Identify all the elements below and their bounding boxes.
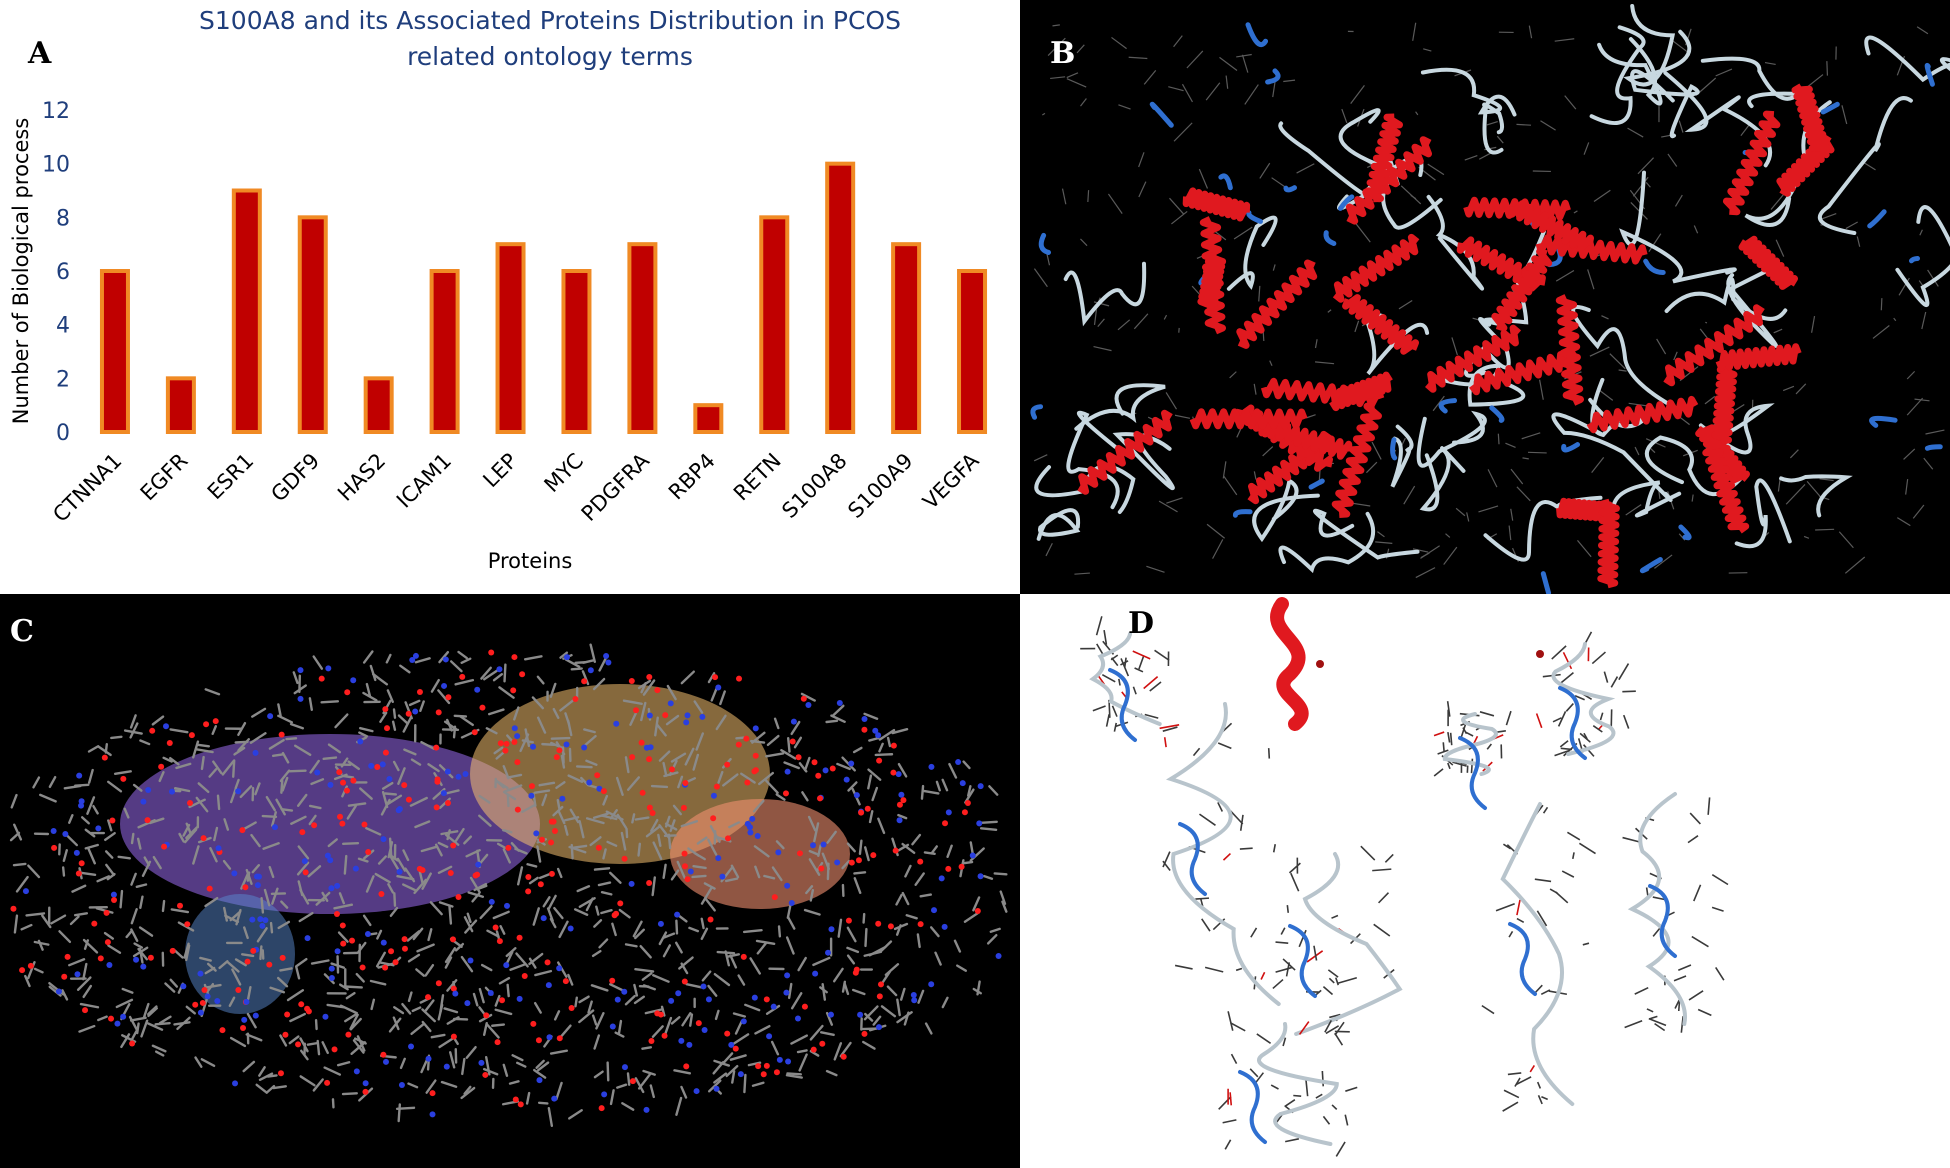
y-tick-label: 4	[56, 314, 70, 339]
x-tick-label: LEP	[478, 449, 522, 493]
binding-residues-image	[1080, 597, 1729, 1157]
bar-s100a8	[825, 161, 856, 435]
x-tick-label: HAS2	[333, 449, 390, 506]
bar-vegfa	[957, 269, 988, 434]
bar-has2	[363, 376, 394, 435]
panel-label-a: A	[28, 36, 52, 71]
bar-rbp4	[693, 403, 724, 434]
ribbon-structure-image	[1030, 4, 1950, 594]
bar-lep	[495, 242, 526, 434]
chart-title-line2: related ontology terms	[407, 42, 693, 71]
chart-title-line1: S100A8 and its Associated Proteins Distr…	[199, 6, 901, 35]
y-tick-label: 10	[42, 153, 70, 178]
x-tick-label: S100A9	[843, 449, 917, 523]
x-tick-label: ESR1	[203, 449, 259, 505]
bar-icam1	[429, 269, 460, 434]
bar-s100a9	[891, 242, 922, 434]
bar-ctnna1	[99, 269, 130, 434]
x-tick-label: VEGFA	[918, 448, 984, 514]
bar-pdgfra	[627, 242, 658, 434]
y-tick-label: 6	[56, 260, 70, 285]
panel-b-ribbon-structure: B	[1020, 0, 1950, 594]
y-tick-label: 0	[56, 421, 70, 446]
panel-label-b: B	[1050, 36, 1076, 71]
bar-esr1	[231, 188, 262, 434]
y-tick-label: 12	[42, 99, 70, 124]
panel-d-binding-residues: D	[1020, 594, 1950, 1168]
x-tick-label: PDGFRA	[577, 448, 655, 526]
bar-egfr	[165, 376, 196, 435]
x-axis-label: Proteins	[488, 549, 573, 573]
bar-chart-svg: 0 2 4 6 8 10 12 CTNNA1 EGFR ESR1 GDF9 HAS2 ICAM1 LEP M…	[9, 99, 988, 573]
x-tick-label: EGFR	[136, 449, 193, 506]
panel-label-d: D	[1128, 606, 1155, 641]
y-axis-label: Number of Biological process	[9, 118, 33, 425]
x-tick-label: CTNNA1	[48, 449, 126, 527]
x-tick-label: MYC	[540, 449, 588, 497]
x-tick-label: GDF9	[266, 449, 324, 507]
bar-myc	[561, 269, 592, 434]
bar-retn	[759, 215, 790, 434]
residue-group	[1080, 597, 1729, 1157]
y-tick-label: 8	[56, 206, 70, 231]
x-tick-label: RETN	[729, 449, 786, 506]
y-tick-label: 2	[56, 367, 70, 392]
panel-a-bar-chart: A S100A8 and its Associated Proteins Dis…	[0, 0, 1020, 594]
bar-gdf9	[297, 215, 328, 434]
stick-group	[9, 643, 1008, 1127]
panel-c-stick-model: C	[0, 594, 1020, 1168]
stick-model-image	[9, 643, 1008, 1127]
panel-label-c: C	[10, 614, 34, 649]
ribbon-group	[1030, 4, 1950, 594]
x-tick-label: S100A8	[777, 449, 851, 523]
x-tick-label: ICAM1	[392, 449, 456, 513]
x-tick-label: RBP4	[664, 449, 720, 505]
